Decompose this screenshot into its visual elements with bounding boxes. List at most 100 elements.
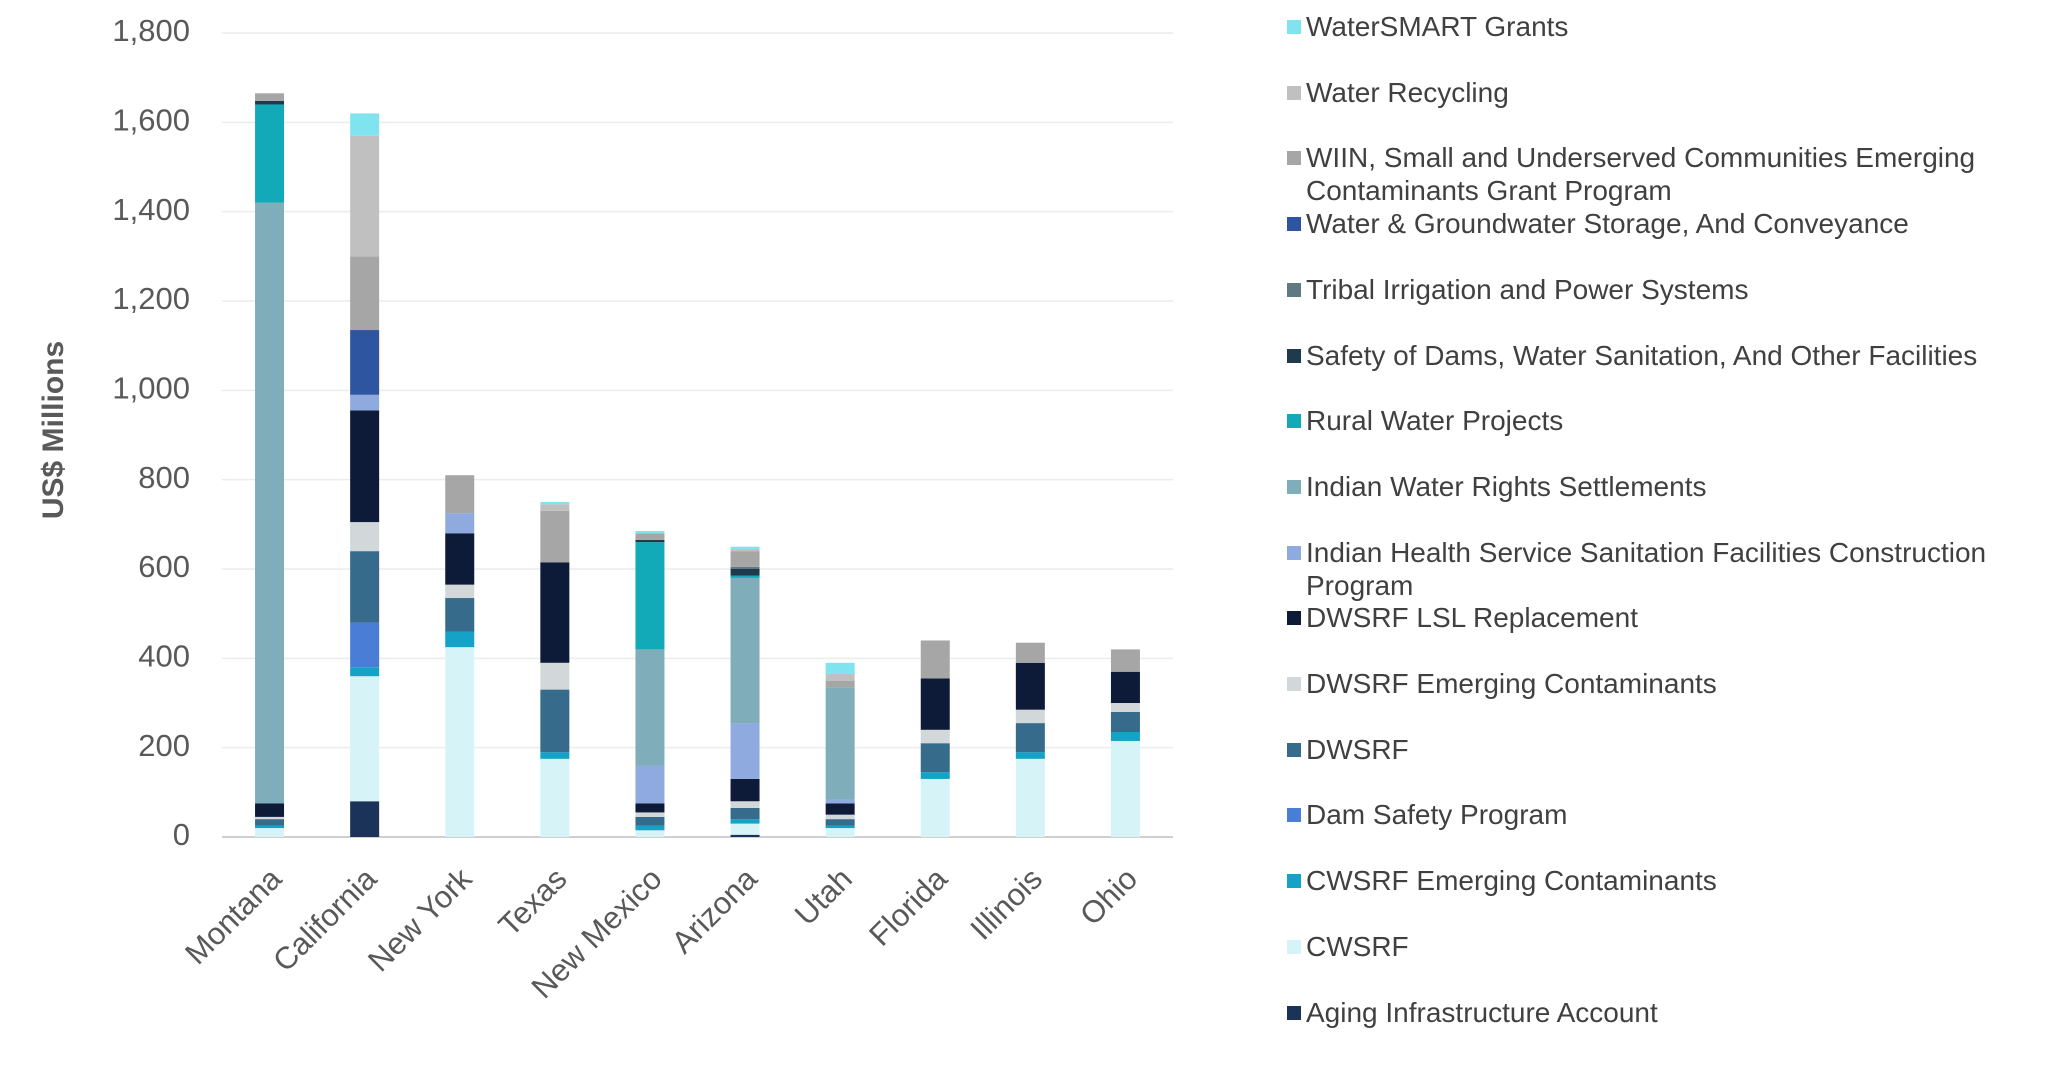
legend-label: CWSRF [1306, 930, 1409, 962]
legend-swatch [1287, 808, 1301, 823]
bar-segment [255, 828, 285, 837]
bar-segment [350, 135, 380, 257]
legend-label: DWSRF [1306, 733, 1409, 765]
legend-swatch [1287, 20, 1301, 34]
legend-label: WIIN, Small and Underserved Communities … [1306, 142, 1976, 207]
bar-segment [350, 330, 380, 395]
bar-segment [350, 667, 380, 677]
y-tick-label: 1,200 [112, 281, 190, 316]
bar-segment [350, 522, 380, 552]
y-tick-label: 1,000 [112, 371, 190, 406]
bar-segment [730, 778, 760, 802]
bar-segment [635, 765, 665, 804]
bar-segment [1015, 709, 1045, 724]
legend-label: WaterSMART Grants [1306, 11, 1569, 42]
x-tick-label: Illinois [963, 861, 1049, 947]
legend-label: DWSRF Emerging Contaminants [1306, 668, 1717, 699]
bar-segment [730, 566, 760, 569]
x-tick-label: Florida [862, 860, 954, 952]
legend-label: Tribal Irrigation and Power Systems [1306, 273, 1749, 305]
bar-segment [635, 542, 665, 650]
legend-label: Indian Water Rights Settlements [1306, 470, 1707, 502]
bar-segment [920, 778, 950, 837]
bar-segment [920, 678, 950, 730]
bar-segment [825, 825, 855, 829]
legend-swatch [1287, 348, 1301, 363]
bar-segment [1015, 642, 1045, 663]
bar-segment [730, 823, 760, 835]
bar-segment [635, 539, 665, 543]
bar-segment [730, 807, 760, 820]
bar-segment [255, 825, 285, 829]
legend-swatch [1287, 479, 1301, 494]
bar-segment [635, 825, 665, 831]
bar-segment [540, 510, 570, 563]
bar-segment [825, 662, 855, 674]
bar-segment [255, 202, 285, 804]
y-tick-label: 600 [138, 549, 190, 584]
bar-segment [350, 622, 380, 668]
bar-segment [825, 803, 855, 815]
bar-segment [1015, 662, 1045, 710]
bar-segment [445, 631, 475, 648]
legend-swatch [1287, 151, 1301, 166]
bar-segment [1110, 703, 1140, 712]
bar-segment [350, 394, 380, 411]
legend-swatch [1287, 1005, 1301, 1020]
bar-segment [445, 533, 475, 585]
bar-segment [825, 680, 855, 688]
bar-segment [1110, 649, 1140, 672]
bar-segment [635, 816, 665, 826]
legend-swatch [1287, 939, 1301, 954]
bar-segment [1110, 732, 1140, 741]
legend-swatch [1287, 611, 1301, 626]
bar-segment [540, 689, 570, 753]
legend-label: Rural Water Projects [1306, 405, 1564, 437]
bar-segment [255, 803, 285, 817]
bar-segment [635, 531, 665, 534]
bar-segment [350, 801, 380, 837]
legend-swatch [1287, 545, 1301, 560]
bar-segment [350, 113, 380, 136]
bar-segment [1015, 752, 1045, 759]
bar-segment [635, 649, 665, 766]
legend-swatch [1287, 874, 1301, 889]
y-tick-label: 0 [173, 817, 190, 852]
y-tick-label: 1,400 [112, 192, 190, 227]
legend-label: Safety of Dams, Water Sanitation, And Ot… [1306, 339, 1978, 371]
bar-segment [445, 598, 475, 632]
bar-segment [730, 548, 760, 552]
bar-segment [730, 569, 760, 576]
y-tick-label: 400 [138, 639, 190, 674]
bar-segment [825, 687, 855, 800]
legend-label: Water Recycling [1306, 76, 1509, 108]
bar-segment [540, 562, 570, 663]
bar-segment [445, 475, 475, 514]
bar-segment [730, 834, 760, 837]
y-tick-label: 800 [138, 460, 190, 495]
legend-label: CWSRF Emerging Contaminants [1306, 865, 1717, 897]
bar-segment [730, 575, 760, 578]
y-axis-title: US$ Millions [37, 341, 70, 519]
bar-segment [825, 673, 855, 681]
bar-segment [255, 816, 285, 820]
bar-segment [730, 577, 760, 724]
bar-segment [255, 819, 285, 826]
legend-label: Dam Safety Program [1306, 799, 1568, 831]
bar-segment [1015, 758, 1045, 837]
legend-label: Aging Infrastructure Account [1306, 996, 1658, 1028]
bar-segment [920, 640, 950, 679]
bar-segment [825, 814, 855, 820]
bar-segment [825, 799, 855, 804]
x-tick-label: Ohio [1073, 861, 1144, 932]
x-tick-label: New York [361, 861, 479, 979]
bar-segment [350, 410, 380, 523]
legend-swatch [1287, 677, 1301, 691]
bar-segment [540, 502, 570, 505]
bar-segment [635, 803, 665, 813]
legend-swatch [1287, 85, 1301, 100]
bar-segment [255, 93, 285, 101]
bar-segment [350, 256, 380, 331]
bar-segment [350, 676, 380, 802]
